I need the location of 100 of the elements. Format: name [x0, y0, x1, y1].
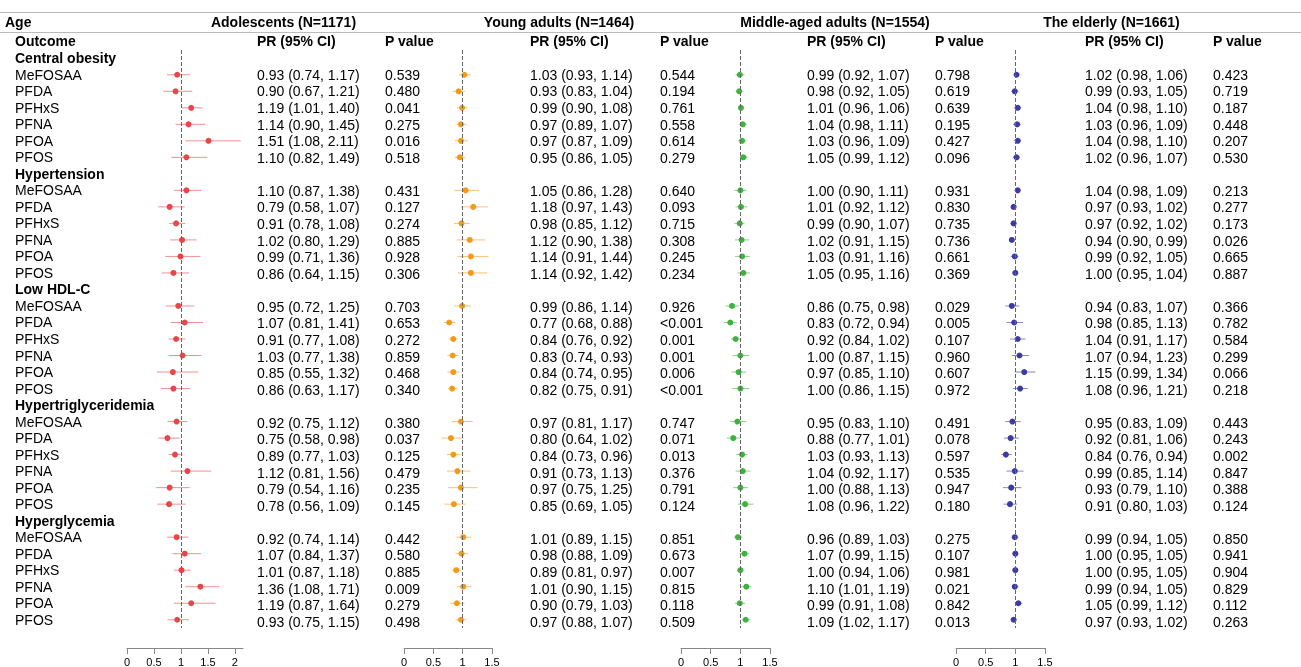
text: The elderly (N=1661) [1043, 14, 1180, 30]
annotation: 0.245 [660, 249, 696, 266]
y-tick-label: PFNA [15, 578, 53, 595]
x-tick-label: 0 [678, 655, 685, 667]
data-label: 1.05 (0.99, 1.12) [1085, 597, 1188, 614]
text: 0.448 [1213, 116, 1249, 133]
annotation: 0.009 [385, 580, 421, 597]
text: P value [1213, 33, 1262, 49]
data-label: 0.96 (0.89, 1.03) [807, 530, 910, 547]
data-label: 0.95 (0.72, 1.25) [257, 298, 360, 315]
annotation: 0.195 [935, 116, 971, 133]
annotation: 0.013 [935, 613, 971, 630]
x-tick-label: 0 [123, 655, 131, 667]
text: 0.207 [1213, 133, 1249, 150]
text: P value [385, 33, 434, 49]
text: 0.665 [1213, 249, 1249, 266]
x-tick-label: 0.5 [146, 655, 162, 667]
text: 0.187 [1213, 100, 1249, 116]
data-label: 0.95 (0.83, 1.09) [1085, 414, 1188, 431]
data-label: 0.94 (0.83, 1.07) [1085, 298, 1188, 315]
annotation: 0.093 [660, 199, 696, 216]
annotation: 0.885 [385, 232, 421, 249]
data-label: 0.77 (0.68, 0.88) [530, 315, 633, 332]
data-label: 0.99 (0.85, 1.14) [1085, 464, 1188, 481]
annotation: 0.798 [935, 66, 971, 83]
annotation: 0.498 [385, 613, 421, 630]
data-label: 0.90 (0.67, 1.21) [257, 83, 360, 100]
data-label: 0.75 (0.58, 0.98) [257, 431, 360, 448]
y-tick-label: PFOS [15, 496, 54, 513]
annotation: 0.118 [660, 597, 694, 614]
annotation: 0.972 [935, 381, 971, 398]
text: 0.887 [1213, 265, 1249, 282]
data-label: 1.00 (0.94, 1.06) [807, 564, 910, 580]
annotation: 0.761 [660, 100, 696, 116]
annotation: 0.006 [660, 365, 696, 382]
annotation: 0.580 [385, 547, 421, 564]
annotation: 0.078 [935, 431, 971, 448]
text: 0.719 [1213, 83, 1249, 100]
annotation: 0.029 [935, 298, 971, 315]
text: P value [660, 33, 709, 49]
data-label: 0.97 (0.92, 1.02) [1085, 216, 1188, 232]
data-label: 1.04 (0.92, 1.17) [807, 464, 910, 481]
annotation: 0.639 [935, 100, 971, 116]
data-label: 0.82 (0.75, 0.91) [530, 381, 633, 398]
text: 0.173 [1213, 216, 1249, 232]
data-label: 0.83 (0.72, 0.94) [807, 315, 910, 332]
text: PR (95% CI) [807, 33, 886, 49]
y-tick-label: MeFOSAA [15, 66, 83, 83]
data-label: 0.79 (0.58, 1.07) [257, 199, 360, 216]
annotation: 0.653 [385, 315, 421, 332]
data-label: 0.99 (0.94, 1.05) [1085, 530, 1188, 547]
data-label: 1.04 (0.98, 1.09) [1085, 182, 1188, 199]
data-label: 0.95 (0.83, 1.10) [807, 414, 910, 431]
text: 0.213 [1213, 182, 1249, 199]
data-label: 1.05 (0.86, 1.28) [530, 182, 633, 199]
annotation: 0.308 [660, 232, 696, 249]
data-label: 1.02 (0.80, 1.29) [257, 232, 360, 249]
data-label: 0.89 (0.81, 0.97) [530, 564, 633, 580]
y-tick-label: MeFOSAA [15, 413, 83, 430]
y-tick-label: PFOS [15, 149, 54, 166]
data-label: 0.92 (0.75, 1.12) [257, 414, 360, 431]
text: 0.850 [1213, 530, 1249, 547]
data-label: 1.03 (0.77, 1.38) [257, 348, 360, 365]
y-tick-label: Central obesity [15, 50, 117, 67]
y-tick-label: MeFOSAA [15, 297, 83, 314]
text: 0.124 [1213, 497, 1249, 514]
text: 0.904 [1213, 564, 1249, 580]
data-label: 0.98 (0.92, 1.05) [807, 83, 910, 100]
data-label: 1.02 (0.96, 1.07) [1085, 149, 1188, 166]
y-tick-label: PFNA [15, 116, 53, 133]
text: Adolescents (N=1171) [210, 14, 357, 30]
data-label: 1.36 (1.08, 1.71) [257, 580, 360, 597]
x-tick-label: 1.5 [762, 655, 778, 667]
annotation: 0.509 [660, 613, 696, 630]
annotation: 0.275 [935, 530, 971, 547]
annotation: 0.107 [935, 332, 971, 348]
annotation: 0.427 [935, 133, 971, 150]
y-tick-label: MeFOSAA [15, 182, 83, 199]
text: 0.847 [1213, 464, 1249, 481]
annotation: 0.369 [935, 265, 971, 282]
annotation: 0.096 [935, 149, 971, 166]
y-tick-label: PFHxS [15, 562, 60, 579]
text: 0.423 [1213, 66, 1249, 83]
annotation: 0.673 [660, 547, 696, 564]
data-label: 0.85 (0.69, 1.05) [530, 497, 633, 514]
annotation: 0.607 [935, 365, 971, 382]
annotation: 0.859 [385, 348, 421, 365]
data-label: 1.03 (0.91, 1.16) [807, 249, 910, 266]
y-tick-label: PFOA [15, 364, 54, 381]
annotation: 0.597 [935, 448, 971, 464]
annotation: 0.127 [385, 199, 421, 216]
annotation: 0.380 [385, 414, 421, 431]
annotation: 0.145 [385, 497, 421, 514]
data-label: 1.18 (0.97, 1.43) [530, 199, 633, 216]
y-axis-title: Outcome [15, 33, 76, 49]
x-tick-label: 0 [401, 655, 408, 667]
data-label: 1.02 (0.98, 1.06) [1085, 66, 1188, 83]
text: 0.277 [1213, 199, 1249, 216]
x-tick-label: 2 [231, 655, 238, 667]
annotation: 0.619 [935, 83, 971, 100]
